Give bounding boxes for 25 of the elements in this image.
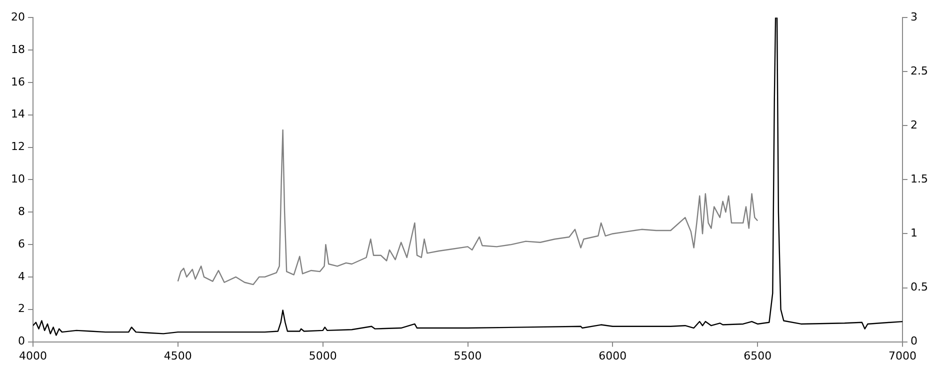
y-tick-label: 0 xyxy=(18,334,25,348)
y2-tick-label: 3 xyxy=(910,10,918,24)
y-tick-label: 20 xyxy=(10,10,25,24)
x-tick-label: 4000 xyxy=(18,349,47,362)
y-tick-label: 4 xyxy=(18,270,25,283)
y-tick-label: 18 xyxy=(10,42,25,56)
x-tick-label: 7000 xyxy=(888,349,917,362)
y-tick-label: 6 xyxy=(18,237,25,250)
y2-tick-label: 2.5 xyxy=(910,64,928,78)
y2-tick-label: 1 xyxy=(910,226,918,240)
y-tick-label: 14 xyxy=(10,108,25,121)
x-tick-label: 6500 xyxy=(744,349,772,362)
y-tick-label: 12 xyxy=(10,140,25,154)
y-tick-label: 8 xyxy=(18,204,25,218)
y-tick-label: 16 xyxy=(10,75,25,88)
y-tick-label: 2 xyxy=(18,302,25,316)
x-tick-label: 4500 xyxy=(164,349,192,362)
y2-tick-label: 2 xyxy=(910,118,918,132)
y-tick-label: 10 xyxy=(10,172,25,186)
y2-tick-label: 1.5 xyxy=(910,172,928,186)
y2-tick-label: 0.5 xyxy=(910,280,928,294)
x-tick-label: 6000 xyxy=(598,349,627,362)
y2-tick-label: 0 xyxy=(910,334,918,348)
x-tick-label: 5500 xyxy=(454,349,482,362)
x-tick-label: 5000 xyxy=(308,349,337,362)
